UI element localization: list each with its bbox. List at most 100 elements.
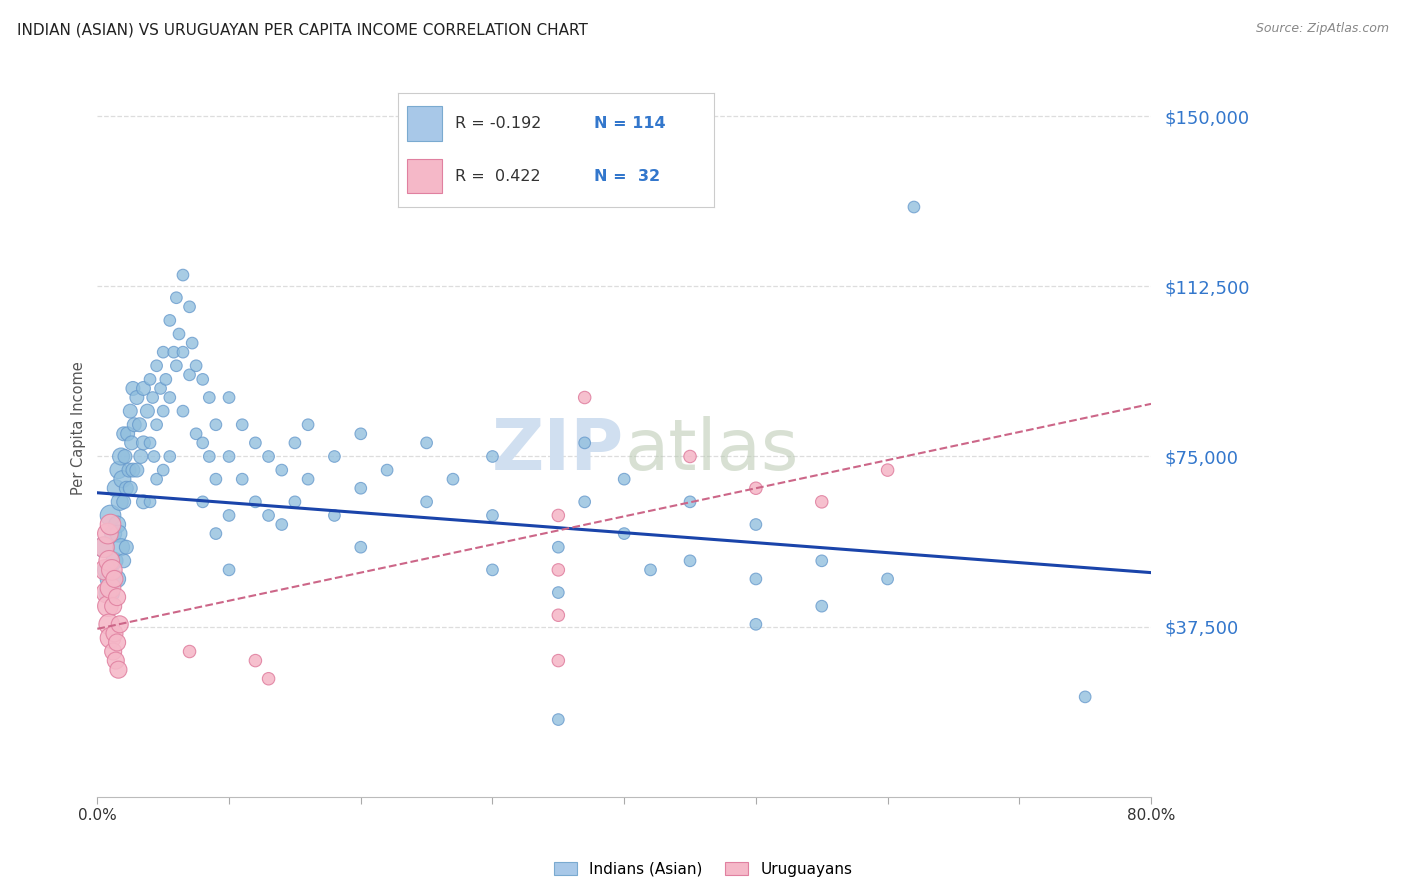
Point xyxy=(184,359,207,373)
Point xyxy=(257,508,280,523)
Point xyxy=(547,508,569,523)
Point xyxy=(112,426,135,441)
Point xyxy=(107,463,129,477)
Point xyxy=(93,540,115,554)
Point xyxy=(198,391,221,405)
Point xyxy=(218,450,240,464)
Point xyxy=(97,599,120,614)
Point xyxy=(139,495,162,509)
Point xyxy=(547,563,569,577)
Point xyxy=(145,417,167,432)
Point xyxy=(810,495,832,509)
Point xyxy=(350,481,373,495)
Point xyxy=(122,417,145,432)
Point xyxy=(323,508,346,523)
Point xyxy=(613,526,636,541)
Point xyxy=(107,526,129,541)
Point xyxy=(103,572,125,586)
Point xyxy=(101,526,124,541)
Point xyxy=(415,495,437,509)
Y-axis label: Per Capita Income: Per Capita Income xyxy=(72,361,86,495)
Point xyxy=(159,450,181,464)
Point xyxy=(297,472,319,486)
Point xyxy=(139,436,162,450)
Point xyxy=(97,563,120,577)
Point xyxy=(181,336,204,351)
Point xyxy=(132,381,155,395)
Point xyxy=(415,436,437,450)
Point xyxy=(481,508,503,523)
Point xyxy=(547,608,569,623)
Point xyxy=(270,463,292,477)
Point xyxy=(165,291,187,305)
Point xyxy=(115,540,138,554)
Point xyxy=(100,508,122,523)
Point xyxy=(810,554,832,568)
Point xyxy=(103,554,125,568)
Point xyxy=(745,617,768,632)
Point xyxy=(120,404,142,418)
Point xyxy=(114,450,136,464)
Point xyxy=(149,381,172,395)
Point xyxy=(105,517,128,532)
Point xyxy=(350,426,373,441)
Point xyxy=(100,517,122,532)
Point xyxy=(257,672,280,686)
Point xyxy=(1074,690,1097,704)
Point xyxy=(231,472,253,486)
Point xyxy=(110,450,132,464)
Point xyxy=(191,436,214,450)
Point xyxy=(231,417,253,432)
Point xyxy=(145,472,167,486)
Point xyxy=(679,495,702,509)
Point xyxy=(98,617,121,632)
Point xyxy=(121,436,143,450)
Legend: Indians (Asian), Uruguayans: Indians (Asian), Uruguayans xyxy=(546,854,860,884)
Point xyxy=(152,463,174,477)
Point xyxy=(574,391,596,405)
Point xyxy=(112,554,135,568)
Point xyxy=(108,495,131,509)
Point xyxy=(143,450,166,464)
Point xyxy=(145,359,167,373)
Point xyxy=(100,581,122,595)
Point xyxy=(205,526,228,541)
Point xyxy=(139,372,162,386)
Point xyxy=(97,526,120,541)
Point xyxy=(270,517,292,532)
Point xyxy=(574,495,596,509)
Point xyxy=(245,495,267,509)
Point xyxy=(104,654,127,668)
Point xyxy=(112,495,135,509)
Point xyxy=(481,563,503,577)
Point xyxy=(284,436,307,450)
Point xyxy=(98,554,121,568)
Point xyxy=(179,368,201,382)
Point xyxy=(218,508,240,523)
Point xyxy=(163,345,186,359)
Point xyxy=(179,300,201,314)
Point xyxy=(125,391,148,405)
Point xyxy=(103,626,125,640)
Point xyxy=(245,436,267,450)
Point xyxy=(107,663,129,677)
Text: Source: ZipAtlas.com: Source: ZipAtlas.com xyxy=(1256,22,1389,36)
Point xyxy=(136,404,159,418)
Point xyxy=(101,644,124,658)
Text: ZIP: ZIP xyxy=(492,416,624,484)
Point xyxy=(441,472,464,486)
Point xyxy=(745,572,768,586)
Text: INDIAN (ASIAN) VS URUGUAYAN PER CAPITA INCOME CORRELATION CHART: INDIAN (ASIAN) VS URUGUAYAN PER CAPITA I… xyxy=(17,22,588,37)
Point xyxy=(155,372,177,386)
Point xyxy=(94,563,117,577)
Point xyxy=(105,635,128,649)
Point xyxy=(191,372,214,386)
Point xyxy=(167,326,190,341)
Point xyxy=(245,654,267,668)
Point xyxy=(547,540,569,554)
Point xyxy=(172,268,194,282)
Point xyxy=(350,540,373,554)
Point xyxy=(105,572,128,586)
Point xyxy=(903,200,925,214)
Point xyxy=(375,463,398,477)
